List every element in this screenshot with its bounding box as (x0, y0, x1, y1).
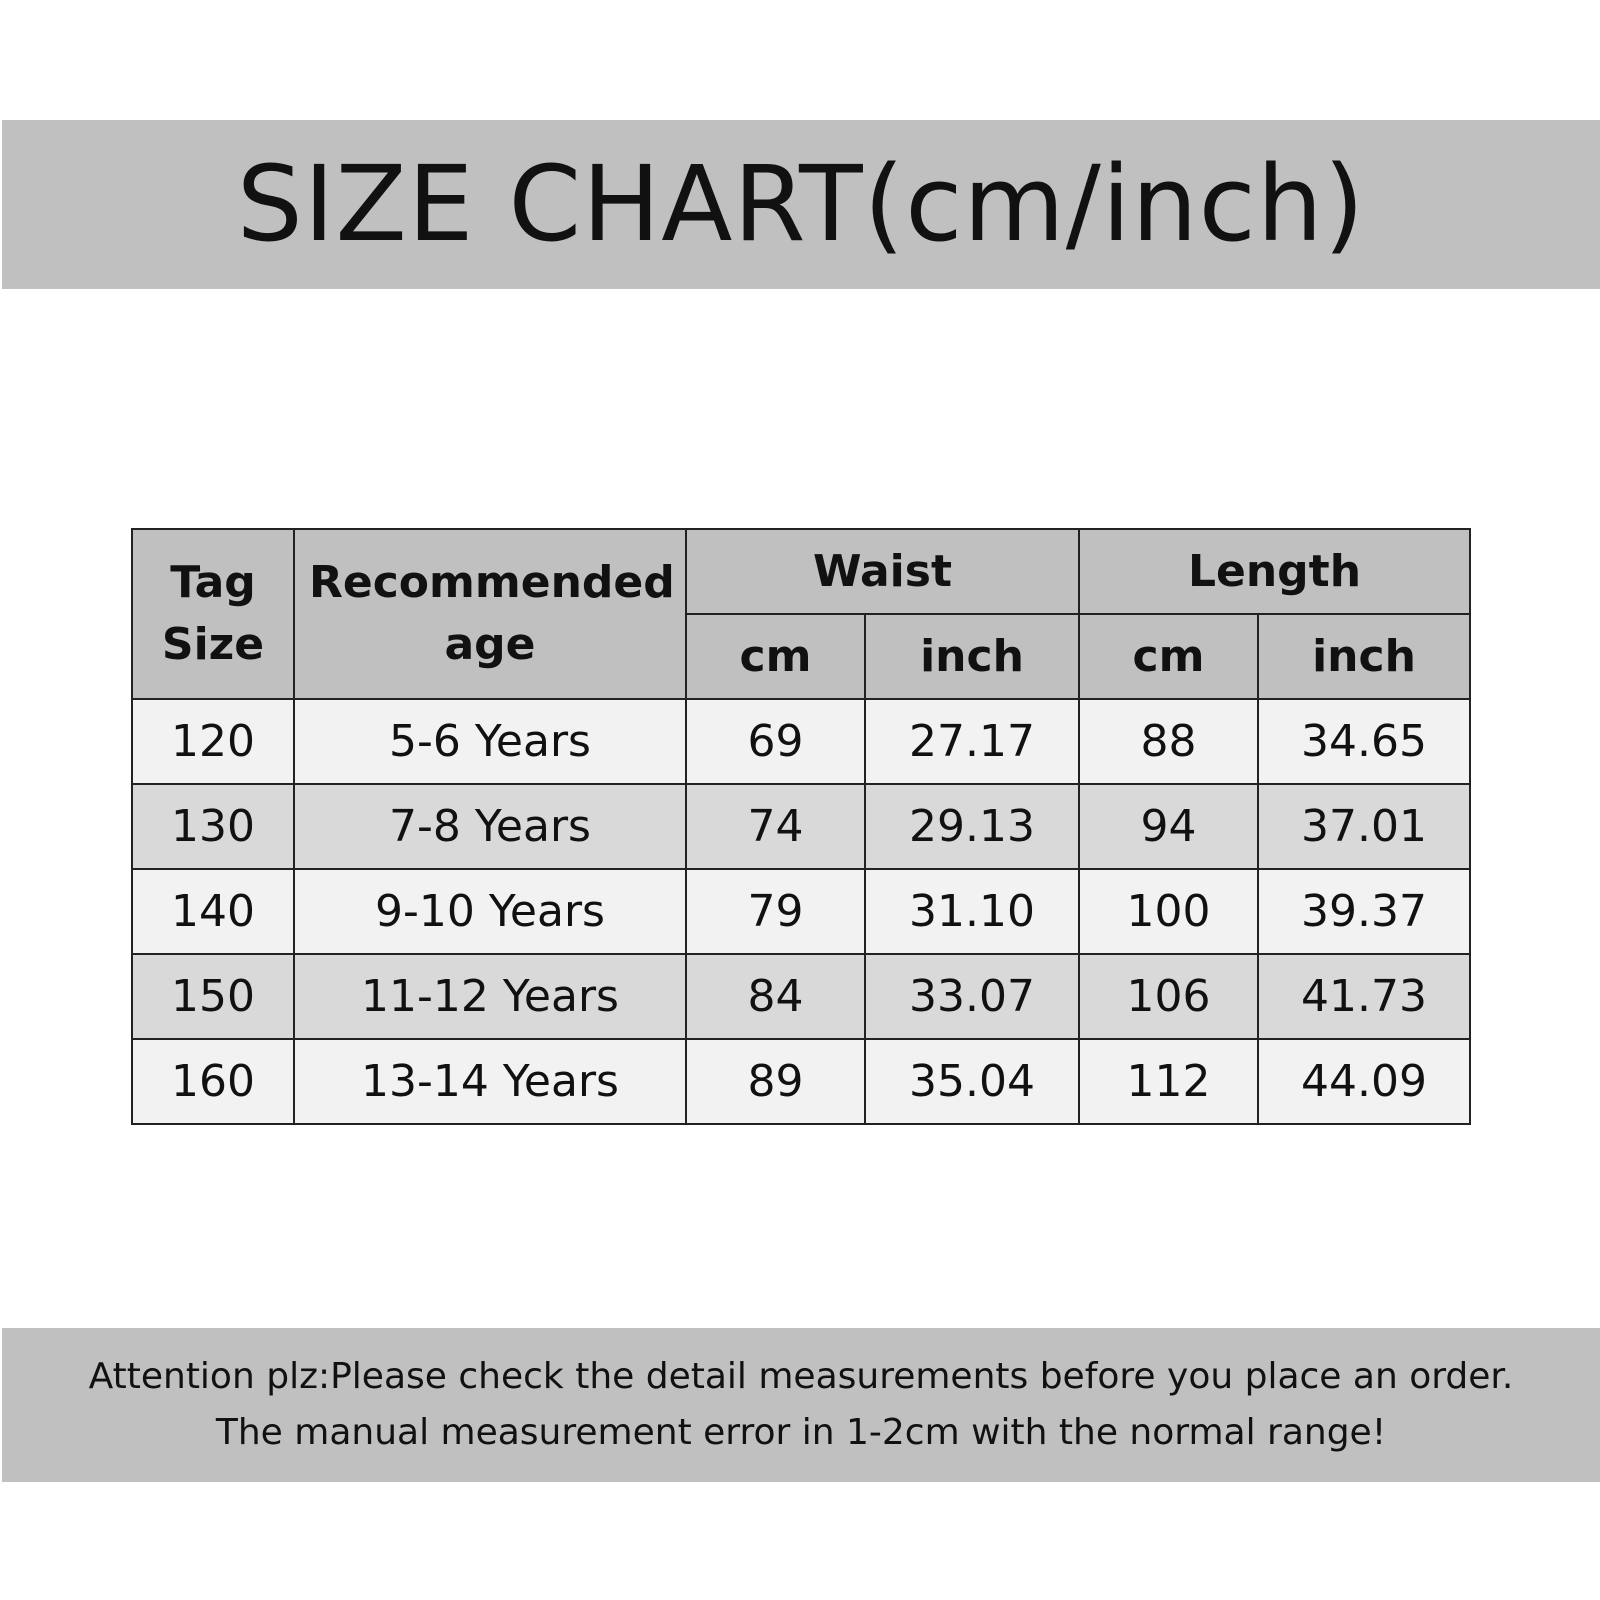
table-cell: 74 (685, 783, 866, 870)
table-cell: 27.17 (864, 698, 1080, 785)
table-cell: 11-12 Years (293, 953, 687, 1040)
table-cell: 130 (131, 783, 295, 870)
table-cell: 41.73 (1257, 953, 1471, 1040)
table-cell: 39.37 (1257, 868, 1471, 955)
table-cell: 94 (1078, 783, 1259, 870)
table-cell: 160 (131, 1038, 295, 1125)
table-cell: 150 (131, 953, 295, 1040)
table-cell: 120 (131, 698, 295, 785)
table-row: 140 9-10 Years 79 31.10 100 39.37 (131, 868, 1471, 955)
header-cell: cm (1078, 613, 1259, 700)
table-cell: 37.01 (1257, 783, 1471, 870)
table-cell: 112 (1078, 1038, 1259, 1125)
table-cell: 7-8 Years (293, 783, 687, 870)
header-cell: inch (1257, 613, 1471, 700)
table-cell: 140 (131, 868, 295, 955)
header-cell: cm (685, 613, 866, 700)
table-cell: 44.09 (1257, 1038, 1471, 1125)
table-cell: 31.10 (864, 868, 1080, 955)
footer-banner: Attention plz:Please check the detail me… (2, 1328, 1600, 1482)
table-cell: 88 (1078, 698, 1259, 785)
size-table: Tag Size Recommended age Waist Length cm… (131, 528, 1471, 1125)
table-cell: 35.04 (864, 1038, 1080, 1125)
table-cell: 33.07 (864, 953, 1080, 1040)
table-body: 120 5-6 Years 69 27.17 88 34.65 130 7-8 Years 74… (131, 698, 1471, 1125)
footer-line: Attention plz:Please check the detail me… (88, 1356, 1514, 1397)
table-row: 160 13-14 Years 89 35.04 112 44.09 (131, 1038, 1471, 1125)
table-cell: 84 (685, 953, 866, 1040)
header-cell: Length (1078, 528, 1471, 615)
table-row: 130 7-8 Years 74 29.13 94 37.01 (131, 783, 1471, 870)
header-cell: Waist (685, 528, 1080, 615)
table-cell: 9-10 Years (293, 868, 687, 955)
table-cell: 106 (1078, 953, 1259, 1040)
table-cell: 29.13 (864, 783, 1080, 870)
table-cell: 5-6 Years (293, 698, 687, 785)
table-row: 120 5-6 Years 69 27.17 88 34.65 (131, 698, 1471, 785)
table-cell: 79 (685, 868, 866, 955)
table-cell: 100 (1078, 868, 1259, 955)
header-cell: Tag Size (131, 528, 295, 700)
table-cell: 89 (685, 1038, 866, 1125)
table-cell: 69 (685, 698, 866, 785)
title-banner: SIZE CHART(cm/inch) (2, 120, 1600, 289)
footer-line: The manual measurement error in 1-2cm wi… (215, 1412, 1387, 1453)
table-cell: 13-14 Years (293, 1038, 687, 1125)
title: SIZE CHART(cm/inch) (236, 143, 1366, 265)
table-cell: 34.65 (1257, 698, 1471, 785)
header-cell: Recommended age (293, 528, 687, 700)
table-row: 150 11-12 Years 84 33.07 106 41.73 (131, 953, 1471, 1040)
header-cell: inch (864, 613, 1080, 700)
